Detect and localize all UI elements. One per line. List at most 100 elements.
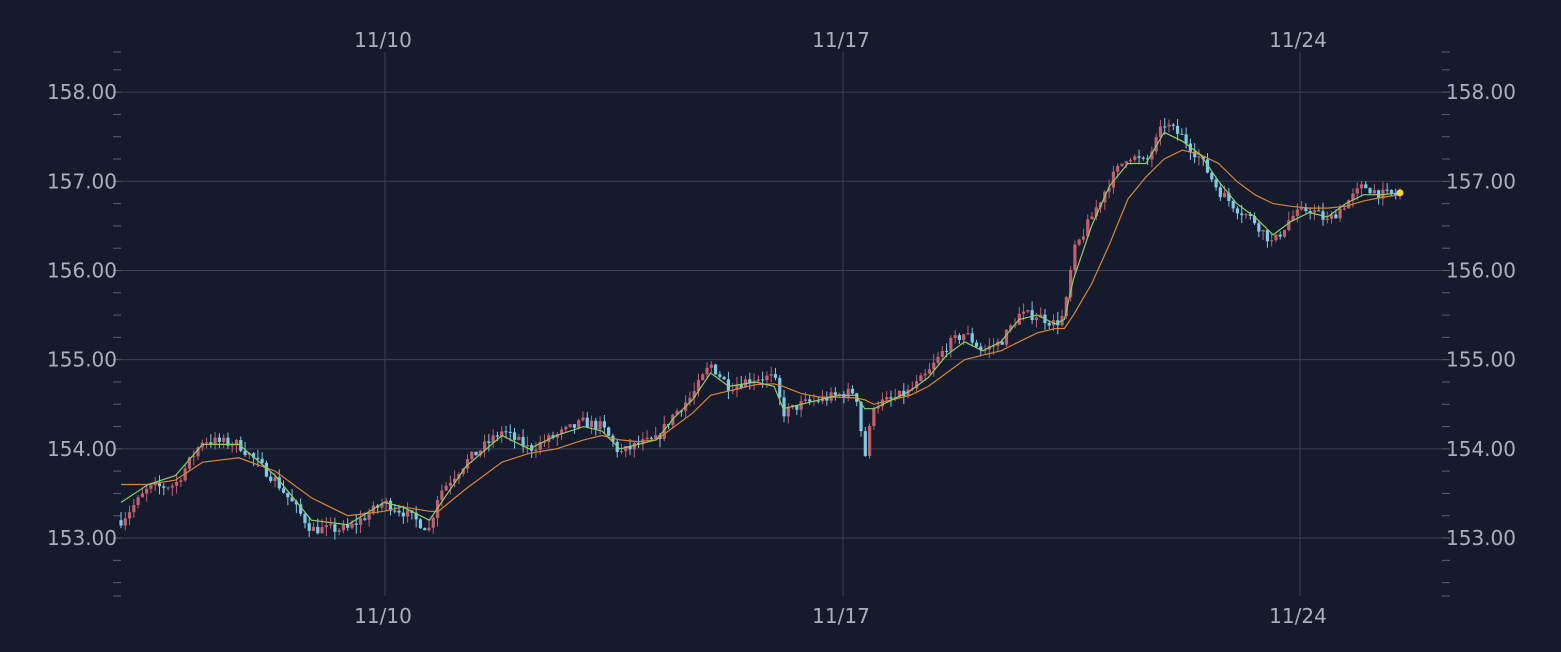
candle-body bbox=[675, 410, 679, 415]
candle-body bbox=[1389, 189, 1394, 194]
candle-body bbox=[936, 356, 940, 363]
candle-body bbox=[1171, 124, 1175, 126]
candle-body bbox=[1278, 234, 1282, 237]
x-axis-bottom: 11/10 11/17 11/24 bbox=[354, 604, 1327, 628]
candle-body bbox=[123, 518, 127, 526]
candle-body bbox=[380, 503, 384, 508]
candle-body bbox=[204, 442, 209, 444]
candle-body bbox=[654, 435, 658, 439]
candle-body bbox=[589, 420, 594, 428]
candle-body bbox=[136, 497, 140, 506]
candle-body bbox=[504, 431, 508, 433]
candle-body bbox=[448, 482, 452, 486]
candle-body bbox=[384, 500, 388, 504]
candle-body bbox=[474, 451, 478, 456]
candle-body bbox=[585, 417, 589, 428]
candle-body bbox=[465, 459, 470, 469]
candle-body bbox=[970, 333, 974, 343]
candle-body bbox=[778, 377, 782, 398]
candle-body bbox=[1342, 208, 1346, 210]
candle-body bbox=[1120, 163, 1124, 166]
candle-body bbox=[1073, 244, 1077, 270]
candle-body bbox=[346, 524, 350, 528]
moving-average-long-line bbox=[121, 149, 1401, 517]
candle-body bbox=[350, 523, 354, 528]
candle-body bbox=[880, 399, 885, 407]
candle-body bbox=[1334, 214, 1338, 219]
candle-body bbox=[1009, 325, 1013, 330]
candle-body bbox=[140, 493, 144, 498]
candle-body bbox=[1021, 311, 1026, 314]
candle-body bbox=[453, 478, 457, 483]
candle-body bbox=[1248, 214, 1252, 216]
candle-body bbox=[1167, 124, 1171, 127]
candle-body bbox=[281, 488, 286, 493]
candle-body bbox=[979, 346, 983, 351]
x-tick-label-bottom: 11/24 bbox=[1269, 604, 1327, 628]
candle-body bbox=[1317, 210, 1321, 212]
candle-body bbox=[534, 449, 538, 451]
candle-body bbox=[1077, 239, 1081, 245]
candle-body bbox=[1107, 187, 1111, 192]
candle-body bbox=[1081, 236, 1086, 240]
candle-body bbox=[761, 379, 765, 381]
candle-body bbox=[1047, 323, 1051, 326]
candle-body bbox=[1090, 216, 1094, 220]
candle-body bbox=[1364, 184, 1368, 189]
candle-body bbox=[149, 485, 153, 489]
candle-body bbox=[1338, 208, 1342, 219]
candle-body bbox=[564, 426, 568, 430]
candle-body bbox=[594, 420, 598, 430]
x-axis-top: 11/10 11/17 11/24 bbox=[354, 28, 1327, 52]
candle-body bbox=[1133, 156, 1137, 160]
candle-body bbox=[547, 435, 551, 442]
candle-body bbox=[1274, 234, 1278, 241]
candle-body bbox=[217, 437, 221, 442]
candle-body bbox=[795, 405, 799, 410]
x-tick-label-top: 11/17 bbox=[812, 28, 870, 52]
candle-body bbox=[234, 440, 239, 446]
candle-body bbox=[440, 490, 444, 500]
y-tick-label-right: 156.00 bbox=[1446, 258, 1516, 282]
candle-body bbox=[1030, 310, 1034, 321]
candle-body bbox=[1282, 229, 1287, 237]
candle-body bbox=[568, 424, 572, 427]
candle-body bbox=[816, 400, 820, 402]
candle-body bbox=[508, 431, 512, 433]
candle-body bbox=[1252, 215, 1257, 224]
candle-body bbox=[500, 431, 504, 437]
candle-body bbox=[662, 424, 666, 439]
candle-body bbox=[418, 519, 423, 529]
candle-body bbox=[290, 497, 294, 502]
candle-body bbox=[726, 379, 731, 392]
candle-body bbox=[1116, 165, 1120, 172]
candle-body bbox=[269, 476, 273, 481]
candle-body bbox=[739, 384, 743, 388]
candle-body bbox=[897, 390, 902, 398]
last-price-marker bbox=[1396, 189, 1404, 197]
candle-body bbox=[209, 442, 213, 444]
candle-body bbox=[153, 483, 157, 486]
candle-body bbox=[1214, 179, 1218, 188]
candle-body bbox=[427, 527, 431, 531]
y-axis-left: 158.00 157.00 156.00 155.00 154.00 153.00 bbox=[47, 80, 117, 550]
candle-body bbox=[1270, 240, 1274, 242]
candle-body bbox=[636, 442, 641, 445]
candle-body bbox=[414, 512, 418, 520]
candle-body bbox=[722, 377, 726, 380]
candle-body bbox=[119, 520, 123, 526]
candle-body bbox=[713, 364, 718, 375]
candle-body bbox=[803, 399, 808, 402]
candle-body bbox=[838, 394, 842, 396]
candle-body bbox=[1069, 269, 1073, 298]
candle-body bbox=[1137, 156, 1141, 158]
candle-body bbox=[1231, 200, 1235, 209]
candle-body bbox=[863, 431, 867, 456]
candle-body bbox=[1223, 192, 1227, 198]
candle-body bbox=[1368, 188, 1372, 194]
candle-body bbox=[1351, 193, 1355, 201]
candle-body bbox=[157, 483, 162, 487]
candle-body bbox=[1039, 314, 1043, 318]
minor-ticks bbox=[113, 51, 1450, 597]
